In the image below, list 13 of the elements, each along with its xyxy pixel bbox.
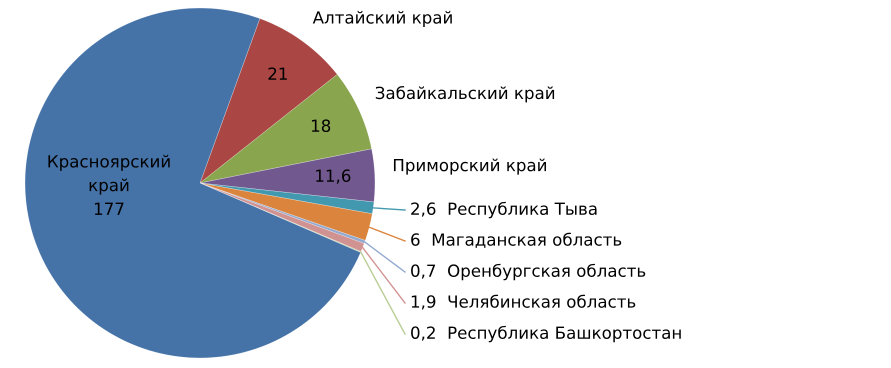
slice-label: 2,6 Республика Тыва <box>411 202 597 218</box>
slice-label: 6 Магаданская область <box>411 232 622 248</box>
slice-label: 0,7 Оренбургская область <box>411 264 646 280</box>
data-label: 11,6 <box>316 169 350 184</box>
data-label: 177 <box>94 202 124 215</box>
slice-label: 1,9 Челябинская область <box>412 294 636 310</box>
slice-label: Забайкальский край <box>376 86 554 102</box>
slice-label: Алтайский край <box>312 10 452 27</box>
slice-label: Приморский край <box>394 158 546 175</box>
data-label: 18 <box>312 119 330 132</box>
slice-label: Красноярский край <box>48 154 170 195</box>
data-label: 21 <box>268 67 287 80</box>
slice-label: 0,2 Республика Башкортостан <box>411 326 681 342</box>
